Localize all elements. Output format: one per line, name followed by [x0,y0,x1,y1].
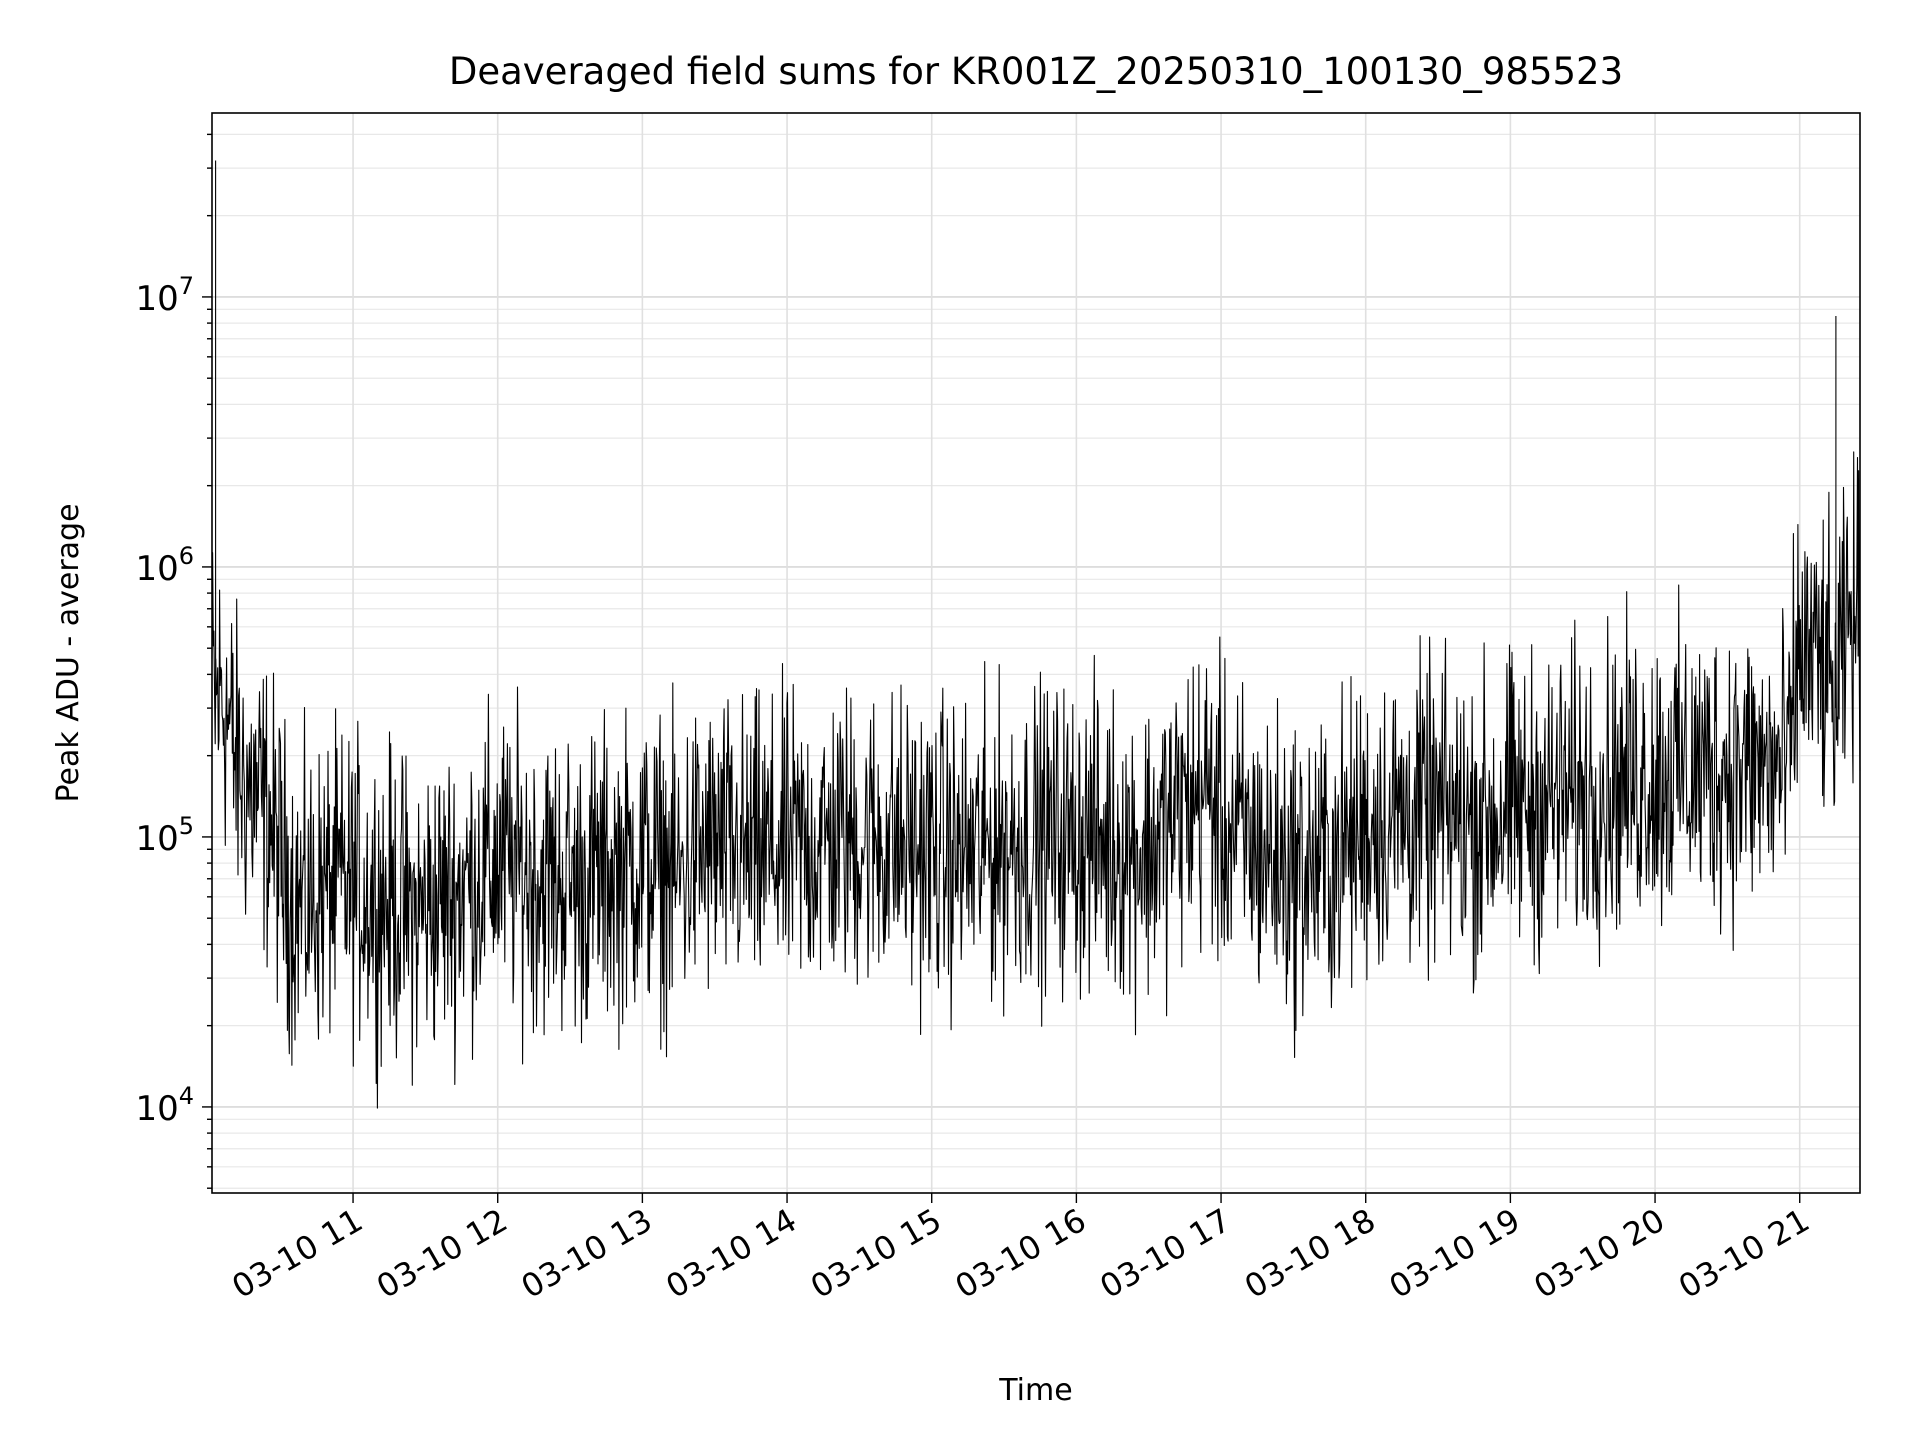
chart-title: Deaveraged field sums for KR001Z_2025031… [449,50,1623,93]
plot-area [211,112,1861,1194]
y-tick-label: 106 [135,542,194,589]
y-axis-label: Peak ADU - average [51,503,86,802]
x-axis-label: Time [998,1373,1072,1408]
y-tick-label: 107 [135,272,194,319]
series-line [211,160,1861,1109]
data-layer [211,160,1861,1109]
y-axis: 104 105 106 107 [135,133,212,1189]
y-tick-label: 105 [135,812,194,859]
y-tick-label: 104 [135,1082,194,1129]
